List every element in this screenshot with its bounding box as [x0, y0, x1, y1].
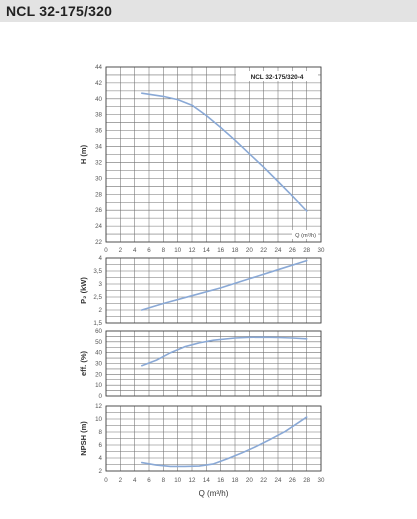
- x-tick-label: 6: [147, 477, 151, 484]
- y-tick-label: 38: [95, 112, 102, 119]
- power-curve: [141, 259, 308, 311]
- efficiency-panel: 0 10 20 30 40 50 60 eff. (%): [79, 328, 322, 400]
- x-tick-label: 30: [318, 477, 325, 484]
- y-tick-label: 1,5: [93, 320, 102, 327]
- x-axis-label: Q (m³/h): [199, 489, 229, 498]
- y-tick-label: 40: [95, 350, 102, 357]
- y-tick-label: 4: [99, 255, 103, 262]
- x-tick-label: 18: [232, 477, 239, 484]
- y-tick-label: 2,5: [93, 294, 102, 301]
- y-tick-label: 60: [95, 328, 102, 335]
- x-tick-label: 12: [189, 477, 196, 484]
- y-tick-label: 24: [95, 223, 102, 230]
- x-tick-label: 10: [174, 247, 181, 254]
- y-tick-label: 34: [95, 144, 102, 151]
- x-tick-label: 2: [119, 247, 123, 254]
- x-tick-label: 22: [260, 477, 267, 484]
- x-tick-label: 20: [246, 247, 253, 254]
- x-tick-label: 20: [246, 477, 253, 484]
- power-panel: 1,5 2 2,5 3 3,5 4 P₂ (kW): [79, 255, 322, 327]
- head-y-axis-label: H (m): [79, 144, 88, 164]
- x-unit-label: Q (m³/h): [295, 233, 316, 239]
- header-bar: NCL 32-175/320: [0, 0, 417, 22]
- y-tick-label: 10: [95, 416, 102, 423]
- x-tick-label: 6: [147, 247, 151, 254]
- y-tick-label: 40: [95, 96, 102, 103]
- npsh-frame: [105, 405, 322, 472]
- x-tick-label: 8: [162, 477, 166, 484]
- x-tick-label: 16: [217, 477, 224, 484]
- y-tick-label: 8: [99, 429, 103, 436]
- y-tick-label: 44: [95, 64, 102, 71]
- y-tick-label: 10: [95, 382, 102, 389]
- x-tick-label: 0: [104, 477, 108, 484]
- x-tick-label: 8: [162, 247, 166, 254]
- efficiency-curve: [141, 336, 308, 367]
- x-tick-label: 4: [133, 477, 137, 484]
- page-title: NCL 32-175/320: [6, 3, 113, 19]
- y-tick-label: 6: [99, 442, 103, 449]
- x-tick-label: 30: [318, 247, 325, 254]
- y-tick-label: 22: [95, 239, 102, 246]
- npsh-curve: [141, 416, 308, 468]
- y-tick-label: 0: [99, 393, 103, 400]
- y-tick-label: 42: [95, 80, 102, 87]
- efficiency-frame: [105, 330, 322, 397]
- y-tick-label: 4: [99, 455, 103, 462]
- y-tick-label: 3,5: [93, 268, 102, 275]
- model-label-box: [236, 71, 318, 81]
- y-tick-label: 26: [95, 207, 102, 214]
- y-tick-label: 28: [95, 191, 102, 198]
- y-tick-label: 30: [95, 361, 102, 368]
- power-frame: [105, 257, 322, 324]
- x-tick-label: 22: [260, 247, 267, 254]
- y-tick-label: 3: [99, 281, 103, 288]
- y-tick-label: 20: [95, 371, 102, 378]
- model-label: NCL 32-175/320-4: [251, 74, 304, 81]
- y-tick-label: 12: [95, 403, 102, 410]
- efficiency-y-axis-label: eff. (%): [79, 351, 88, 377]
- x-unit-label-box: [292, 230, 318, 239]
- y-tick-label: 36: [95, 128, 102, 135]
- x-tick-label: 0: [104, 247, 108, 254]
- y-tick-label: 2: [99, 468, 103, 475]
- x-tick-label: 26: [289, 247, 296, 254]
- npsh-y-axis-label: NPSH (m): [79, 421, 88, 456]
- y-tick-label: 2: [99, 307, 103, 314]
- x-tick-label: 12: [189, 247, 196, 254]
- head-frame: [105, 66, 322, 243]
- x-tick-label: 14: [203, 247, 210, 254]
- y-tick-label: 30: [95, 175, 102, 182]
- x-tick-label: 2: [119, 477, 123, 484]
- y-tick-label: 32: [95, 159, 102, 166]
- power-y-axis-label: P₂ (kW): [79, 277, 88, 304]
- x-tick-label: 18: [232, 247, 239, 254]
- y-tick-label: 50: [95, 339, 102, 346]
- head-curve: [141, 92, 308, 212]
- x-tick-label: 28: [303, 247, 310, 254]
- x-tick-label: 10: [174, 477, 181, 484]
- x-tick-label: 16: [217, 247, 224, 254]
- x-tick-label: 24: [275, 247, 282, 254]
- x-tick-label: 24: [275, 477, 282, 484]
- x-tick-label: 14: [203, 477, 210, 484]
- x-tick-label: 26: [289, 477, 296, 484]
- x-tick-label: 4: [133, 247, 137, 254]
- x-tick-label: 28: [303, 477, 310, 484]
